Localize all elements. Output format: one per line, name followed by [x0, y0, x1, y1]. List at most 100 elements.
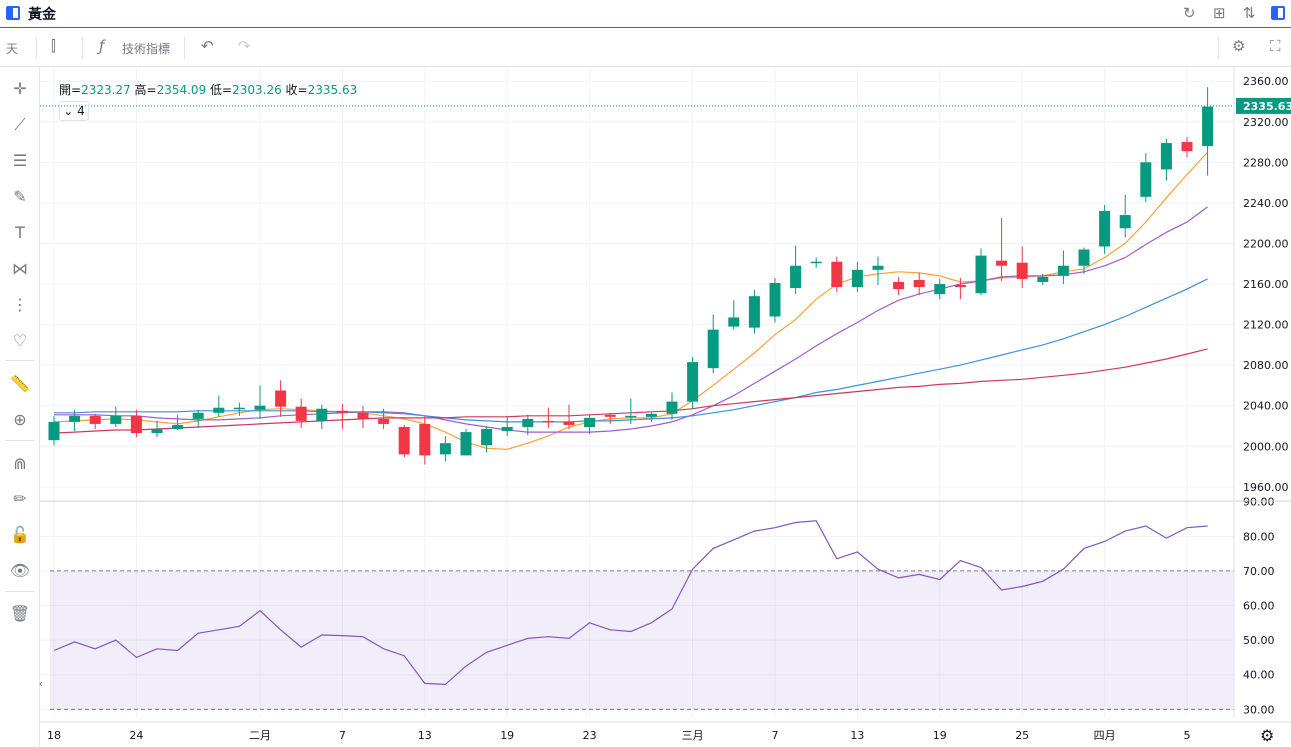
- time-tick-label: 四月: [1094, 729, 1116, 742]
- rsi-band: [50, 570, 1234, 710]
- price-tick-label: 2160.00: [1243, 278, 1289, 291]
- crosshair-icon[interactable]: ✛: [13, 79, 27, 98]
- candle-body: [687, 362, 699, 402]
- function-fx-icon[interactable]: ƒ: [99, 37, 105, 55]
- candle: [1057, 250, 1069, 285]
- compare-arrows-icon[interactable]: ⇅: [1243, 4, 1256, 22]
- ma10-line: [54, 206, 1208, 433]
- candle: [439, 436, 451, 462]
- candle: [295, 398, 307, 429]
- candle: [501, 415, 513, 437]
- favorite-heart-icon[interactable]: ♡: [12, 331, 28, 350]
- candle: [419, 415, 431, 465]
- candle: [1078, 247, 1090, 274]
- candle: [769, 277, 781, 323]
- price-tick-label: 1960.00: [1243, 481, 1289, 494]
- candle: [172, 414, 184, 431]
- divider: [6, 360, 34, 361]
- axis-settings-icon[interactable]: ⚙: [1260, 726, 1274, 745]
- price-tick-label: 2240.00: [1243, 197, 1289, 210]
- time-tick-label: 5: [1184, 729, 1191, 742]
- magnet-icon[interactable]: ⋒: [13, 454, 27, 473]
- candle-body: [563, 421, 575, 425]
- brush-icon[interactable]: ✎: [13, 187, 27, 206]
- low-value: 2303.26: [232, 83, 282, 97]
- candle-body: [790, 265, 802, 289]
- candle-body: [810, 261, 822, 264]
- indicator-count: 4: [77, 104, 85, 118]
- candle-body: [913, 279, 925, 288]
- text-tool-icon[interactable]: T: [15, 223, 25, 242]
- undo-icon[interactable]: ↶: [201, 37, 214, 55]
- top-toolbar: 天 ⫿ ƒ 技術指標 ↶ ↷ ⚙ ⛶: [0, 29, 1291, 67]
- unlock-icon[interactable]: 🔓: [10, 525, 30, 544]
- candle-body: [707, 329, 719, 369]
- collapse-chevron-icon[interactable]: ‹: [38, 677, 44, 690]
- pattern-icon[interactable]: ⋈: [12, 259, 28, 278]
- price-tick-label: 2320.00: [1243, 116, 1289, 129]
- candle: [975, 248, 987, 296]
- divider: [36, 37, 37, 59]
- candle-body: [1016, 262, 1028, 279]
- candle: [851, 261, 863, 293]
- panel-toggle-icon[interactable]: [6, 6, 20, 20]
- zoom-in-icon[interactable]: ⊕: [13, 410, 27, 429]
- candle: [69, 409, 81, 432]
- rsi-tick-label: 30.00: [1243, 703, 1275, 716]
- redo-icon[interactable]: ↷: [238, 37, 251, 55]
- candle-body: [275, 390, 287, 407]
- time-tick-label: 19: [933, 729, 947, 742]
- divider: [1218, 37, 1219, 59]
- candle: [831, 256, 843, 293]
- price-tick-label: 2040.00: [1243, 400, 1289, 413]
- interval-button[interactable]: 天: [6, 42, 19, 56]
- candle: [151, 420, 163, 438]
- grid-lines: [40, 67, 1234, 718]
- candle-body: [996, 260, 1008, 266]
- indicator-toggle-button[interactable]: ⌄ 4: [59, 101, 89, 121]
- candle-body: [439, 443, 451, 455]
- lock-drawing-icon[interactable]: ✏: [13, 489, 27, 508]
- grid-layout-icon[interactable]: ⊞: [1213, 4, 1226, 22]
- candle-body: [584, 417, 596, 427]
- page-title: 黃金: [28, 7, 56, 23]
- candle: [604, 412, 616, 424]
- settings-gear-icon[interactable]: ⚙: [1232, 37, 1246, 55]
- candle: [934, 278, 946, 300]
- measure-lines-icon[interactable]: ⋮: [12, 295, 28, 314]
- ruler-icon[interactable]: 📏: [10, 374, 30, 393]
- candle-body: [1037, 276, 1049, 282]
- candle: [996, 218, 1008, 281]
- fib-lines-icon[interactable]: ☰: [12, 151, 28, 170]
- candle: [893, 276, 905, 296]
- candle-body: [192, 412, 204, 419]
- candle-body: [645, 413, 657, 417]
- refresh-icon[interactable]: ↻: [1183, 4, 1196, 22]
- fullscreen-icon[interactable]: ⛶: [1270, 37, 1281, 55]
- candle: [378, 408, 390, 430]
- candle-body: [151, 429, 163, 434]
- candle-body: [419, 423, 431, 456]
- candle-body: [110, 415, 122, 424]
- candle: [542, 407, 554, 429]
- candle-body: [542, 420, 554, 423]
- candle-body: [357, 412, 369, 419]
- drawing-toolbar: ✛ ⟋ ☰ ✎ T ⋈ ⋮ ♡ 📏 ⊕ ⋒ ✏ 🔓 👁 🗑 ‹: [0, 67, 43, 747]
- trash-icon[interactable]: 🗑: [9, 604, 31, 623]
- low-label: 低=: [210, 83, 233, 97]
- candle-body: [378, 418, 390, 424]
- visibility-eye-icon[interactable]: 👁: [9, 561, 31, 580]
- candle: [810, 257, 822, 268]
- indicators-button[interactable]: 技術指標: [122, 42, 171, 56]
- candle-body: [48, 421, 60, 441]
- rsi-polyline: [53, 520, 1208, 686]
- open-value: 2323.27: [81, 83, 131, 97]
- divider: [82, 37, 83, 59]
- candle-body: [316, 408, 328, 421]
- trend-line-icon[interactable]: ⟋: [14, 115, 26, 134]
- side-panel-icon[interactable]: [1271, 6, 1285, 20]
- candle: [398, 424, 410, 458]
- candlestick-type-icon[interactable]: ⫿: [51, 37, 56, 55]
- candle-body: [1099, 210, 1111, 247]
